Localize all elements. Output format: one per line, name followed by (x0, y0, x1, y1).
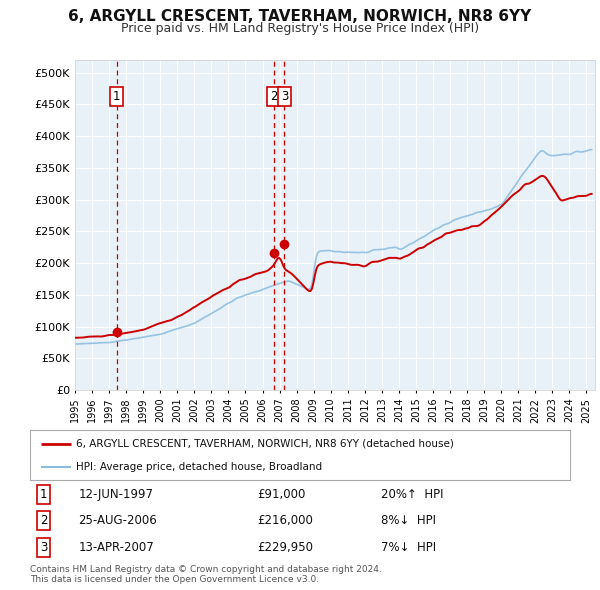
Text: 25-AUG-2006: 25-AUG-2006 (79, 514, 157, 527)
Text: 2: 2 (40, 514, 47, 527)
Text: Contains HM Land Registry data © Crown copyright and database right 2024.
This d: Contains HM Land Registry data © Crown c… (30, 565, 382, 584)
Text: 12-JUN-1997: 12-JUN-1997 (79, 488, 154, 501)
Text: £216,000: £216,000 (257, 514, 313, 527)
Text: 13-APR-2007: 13-APR-2007 (79, 540, 154, 553)
Text: Price paid vs. HM Land Registry's House Price Index (HPI): Price paid vs. HM Land Registry's House … (121, 22, 479, 35)
Text: 7%↓  HPI: 7%↓ HPI (381, 540, 436, 553)
Text: HPI: Average price, detached house, Broadland: HPI: Average price, detached house, Broa… (76, 461, 322, 471)
Text: £229,950: £229,950 (257, 540, 313, 553)
Text: 20%↑  HPI: 20%↑ HPI (381, 488, 443, 501)
Text: 1: 1 (40, 488, 47, 501)
Text: 6, ARGYLL CRESCENT, TAVERHAM, NORWICH, NR8 6YY: 6, ARGYLL CRESCENT, TAVERHAM, NORWICH, N… (68, 9, 532, 24)
Text: 3: 3 (281, 90, 288, 103)
Text: £91,000: £91,000 (257, 488, 305, 501)
Text: 3: 3 (40, 540, 47, 553)
Text: 8%↓  HPI: 8%↓ HPI (381, 514, 436, 527)
Text: 6, ARGYLL CRESCENT, TAVERHAM, NORWICH, NR8 6YY (detached house): 6, ARGYLL CRESCENT, TAVERHAM, NORWICH, N… (76, 438, 454, 448)
Text: 2: 2 (270, 90, 277, 103)
Text: 1: 1 (113, 90, 121, 103)
